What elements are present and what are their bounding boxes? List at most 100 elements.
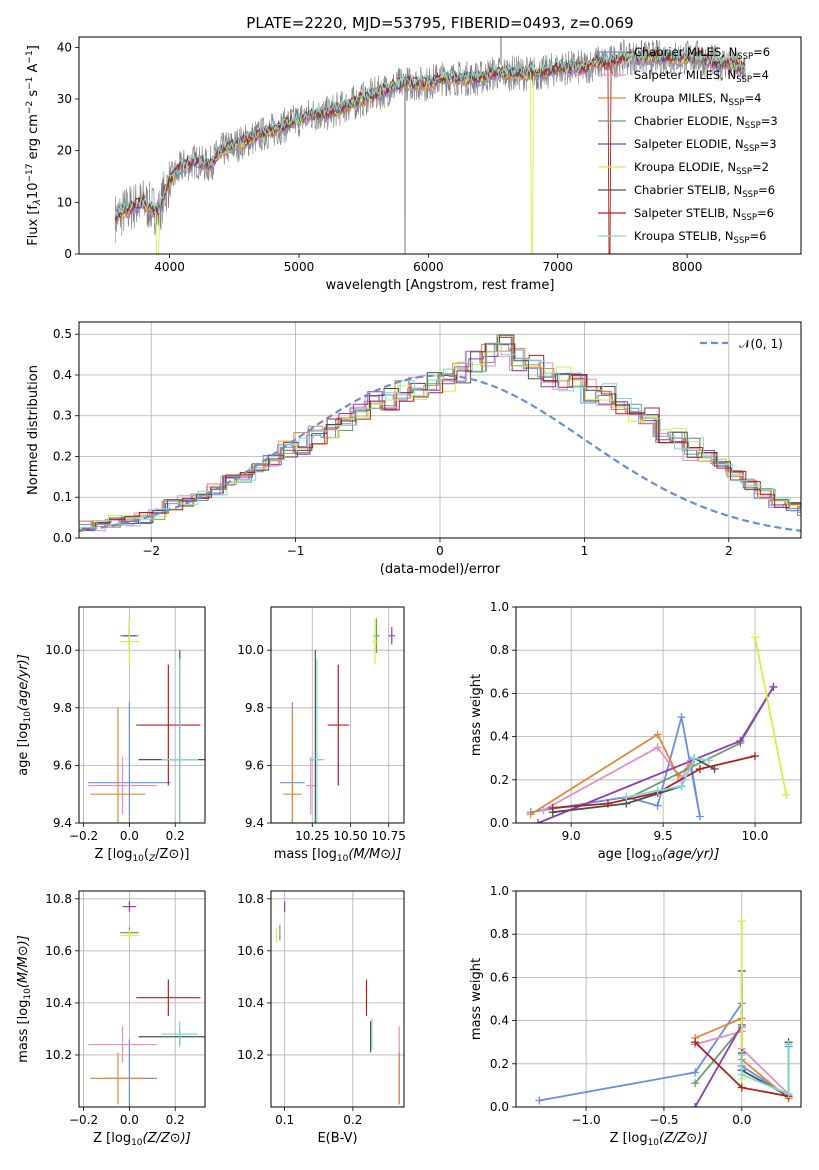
x-tick-label: 0.0: [732, 1113, 751, 1127]
y-tick-label: 0.1: [53, 490, 72, 504]
x-tick-label: 8000: [672, 260, 703, 274]
series-line: [625, 686, 775, 801]
point-kroupa_elodie: [120, 618, 139, 665]
y-tick-label: 40: [57, 40, 72, 54]
legend-entry: Salpeter STELIB, NSSP=6: [598, 206, 774, 223]
y-tick-label: 0.8: [490, 927, 509, 941]
y-tick-label: 0.4: [490, 730, 509, 744]
grid: [516, 891, 801, 1107]
marker: [737, 1083, 746, 1092]
marker: [691, 1038, 700, 1047]
series-line: [537, 686, 775, 823]
y-tick-label: 10.0: [237, 643, 264, 657]
grid: [79, 322, 801, 538]
axes-frame: [78, 606, 206, 824]
observed-spectrum: [114, 37, 746, 254]
point-kroupa_miles: [283, 707, 302, 823]
marker: [526, 810, 535, 819]
marker: [737, 1051, 746, 1060]
series-salpeter_stelib: [548, 752, 760, 812]
panel-age-vs-Z: −0.2 0.0 0.2 9.4 9.6 9.8 10.0 Z [log10(Z/Z⊙)] ag…: [16, 606, 206, 864]
panel-residuals: −2 −1 0 1 2 0.0 0.1 0.2 0.3 0.4 0.5 (data-model)/er…: [26, 321, 802, 577]
x-tick-label: 7000: [542, 260, 573, 274]
y-tick-label: 10.8: [45, 892, 72, 906]
legend-entry: Kroupa STELIB, NSSP=6: [598, 229, 766, 246]
axes-frame: [270, 606, 405, 824]
axes-frame: [270, 890, 405, 1108]
marker: [705, 756, 714, 765]
marker: [769, 682, 778, 691]
point-salpeter_stelib: [136, 979, 201, 1016]
legend-entry: Salpeter ELODIE, NSSP=3: [598, 137, 777, 154]
x-tick-label: 10.50: [333, 829, 367, 843]
point-chabrier_miles: [88, 702, 171, 823]
y-tick-label: 0.5: [53, 327, 72, 341]
y-tick-label: 9.6: [245, 758, 264, 772]
y-axis-label: Normed distribution: [26, 365, 41, 495]
legend-label: Salpeter ELODIE, NSSP=3: [634, 137, 777, 154]
x-tick-label: 9.5: [654, 829, 673, 843]
x-axis-label: (data-model)/error: [380, 562, 501, 577]
y-tick-label: 0: [64, 247, 72, 261]
series-line: [740, 1044, 790, 1096]
marker: [622, 793, 631, 802]
series-salpeter_elodie: [534, 682, 778, 823]
plot-area: [79, 891, 205, 1107]
histogram-chabrier_stelib: [80, 334, 801, 531]
x-axis-label: mass [log10(M/M⊙)]: [274, 847, 402, 864]
legend-label: Kroupa ELODIE, NSSP=2: [634, 160, 769, 177]
y-axis-label: Flux [fλ10−17 erg cm−2 s−1 A−1]: [25, 45, 43, 246]
y-tick-label: 1.0: [490, 884, 509, 898]
point-kroupa_stelib: [161, 658, 199, 823]
y-tick-label: 9.8: [53, 701, 72, 715]
point-salpeter_stelib: [327, 664, 349, 786]
y-tick-label: 1.0: [490, 600, 509, 614]
y-axis-label: mass weight: [469, 958, 484, 1040]
grid: [271, 607, 404, 823]
legend-label: Salpeter STELIB, NSSP=6: [634, 206, 774, 223]
marker: [736, 736, 745, 745]
point-kroupa_stelib: [309, 658, 325, 823]
y-tick-label: 10.2: [45, 1048, 72, 1062]
x-tick-label: 10.75: [372, 829, 406, 843]
legend-label: 𝒩(0, 1): [739, 337, 783, 351]
grid: [516, 607, 801, 823]
grid: [79, 891, 205, 1107]
legend-label: Chabrier MILES, NSSP=6: [634, 45, 770, 62]
marker: [677, 713, 686, 722]
y-tick-label: 0.0: [490, 1100, 509, 1114]
y-tick-label: 0.4: [490, 1014, 509, 1028]
marker: [677, 782, 686, 791]
marker: [539, 806, 548, 815]
legend-entry: Kroupa MILES, NSSP=4: [598, 91, 761, 108]
series-kroupa_stelib: [737, 1040, 793, 1099]
x-tick-label: −1: [287, 544, 305, 558]
y-axis-label: age [log10(age/yr)]: [16, 654, 33, 776]
marker: [737, 917, 746, 926]
legend-label: Chabrier ELODIE, NSSP=3: [634, 114, 778, 131]
y-tick-label: 9.4: [53, 816, 72, 830]
marker: [695, 812, 704, 821]
histogram-salpeter_stelib: [81, 343, 801, 529]
y-tick-label: 30: [57, 92, 72, 106]
point-chabrier_elodie: [373, 618, 380, 654]
legend-label: Kroupa STELIB, NSSP=6: [634, 229, 766, 246]
x-axis-label: Z [log10(Z/Z⊙)]: [95, 847, 190, 864]
marker: [653, 730, 662, 739]
x-tick-label: 2: [725, 544, 733, 558]
panel-spectrum: 4000 5000 6000 7000 8000 0 10 20 30 40 PLATE=2220,…: [25, 14, 802, 293]
marker: [690, 754, 699, 763]
series-kroupa_stelib: [622, 754, 714, 802]
y-tick-label: 0.6: [490, 970, 509, 984]
x-tick-label: 0.1: [275, 1113, 294, 1127]
marker: [691, 1068, 700, 1077]
panel-weight-vs-age: 9.0 9.5 10.0 0.0 0.2 0.4 0.6 0.8 1.0 mass weight a…: [469, 600, 802, 864]
x-tick-label: 6000: [413, 260, 444, 274]
point-kroupa_elodie: [371, 618, 379, 665]
x-tick-label: 10.0: [742, 829, 769, 843]
x-tick-label: 1: [581, 544, 589, 558]
histogram-kroupa_miles: [79, 343, 801, 528]
marker: [691, 1079, 700, 1088]
y-tick-label: 9.8: [245, 701, 264, 715]
